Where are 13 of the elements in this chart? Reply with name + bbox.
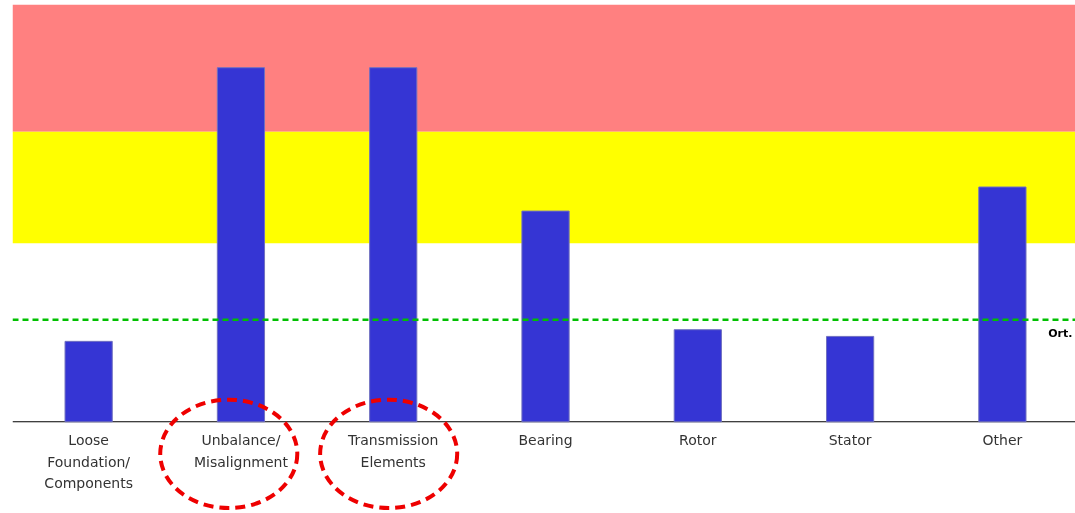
x-tick-label: Other: [982, 432, 1023, 449]
bar: [521, 210, 570, 423]
x-tick-label: Loose Foundation/ Components: [44, 432, 133, 492]
bar: [826, 335, 875, 423]
x-tick-label: Rotor: [679, 432, 717, 449]
x-tick-label: Transmission Elements: [347, 432, 439, 470]
x-tick-label: Bearing: [518, 432, 573, 449]
x-tick-label: Unbalance/ Misalignment: [193, 432, 289, 470]
x-tick-label: Stator: [828, 432, 872, 449]
bar: [978, 186, 1027, 423]
bar: [64, 340, 113, 423]
ref-line-label: Ort.: [1048, 326, 1073, 340]
bar: [673, 329, 722, 423]
